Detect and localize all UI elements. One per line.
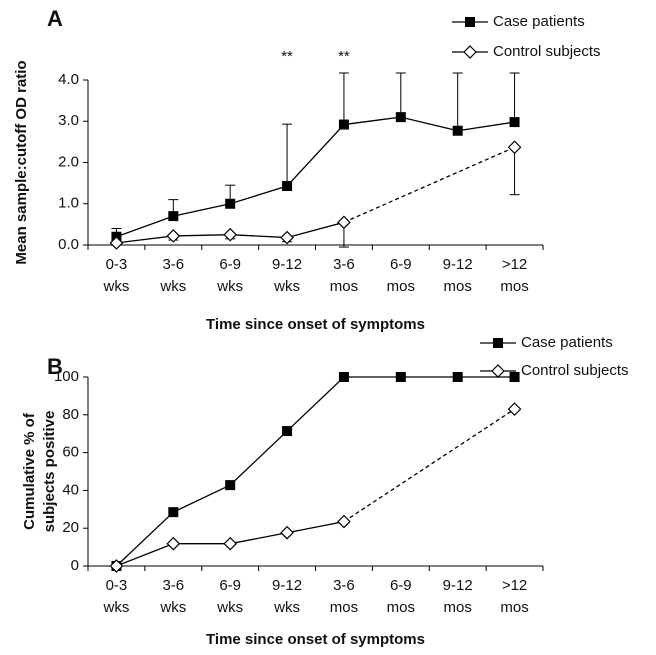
legend-marker — [493, 338, 503, 348]
data-point — [338, 119, 349, 130]
data-point — [337, 514, 351, 529]
x-tick-label: 3-6 wks — [159, 577, 186, 616]
data-point — [280, 525, 294, 540]
annotation: ** — [338, 48, 350, 65]
y-tick-label: 3.0 — [58, 112, 79, 129]
y-tick-label: 60 — [62, 444, 79, 461]
y-tick-label: 100 — [54, 368, 79, 385]
y-axis-label: Mean sample:cutoff OD ratio — [13, 60, 30, 264]
y-tick-label: 0 — [71, 557, 79, 574]
legend-label: Case patients — [493, 13, 585, 30]
legend-marker — [463, 45, 477, 59]
y-tick-label: 40 — [62, 481, 79, 498]
y-tick-label: 20 — [62, 519, 79, 536]
x-tick-label: >12 mos — [500, 256, 528, 295]
x-axis-label: Time since onset of symptoms — [206, 316, 425, 333]
data-point — [509, 117, 520, 128]
legend-marker — [465, 17, 475, 27]
data-point — [225, 480, 236, 491]
x-tick-label: 9-12 wks — [272, 577, 302, 616]
data-point — [507, 402, 522, 416]
data-point — [395, 112, 406, 123]
series-line — [116, 116, 515, 238]
data-point — [282, 181, 293, 192]
y-tick-label: 1.0 — [58, 195, 79, 212]
x-tick-label: 0-3 wks — [103, 256, 130, 295]
x-axis-label: Time since onset of symptoms — [206, 631, 425, 648]
x-tick-label: 6-9 wks — [216, 256, 243, 295]
data-point — [109, 236, 124, 250]
x-tick-label: >12 mos — [500, 577, 528, 616]
panel-label: A — [47, 6, 63, 31]
y-tick-label: 2.0 — [58, 153, 79, 170]
data-point — [225, 198, 236, 209]
x-tick-label: 6-9 wks — [216, 577, 243, 616]
y-tick-label: 80 — [62, 406, 79, 423]
y-tick-label: 0.0 — [58, 236, 79, 253]
x-tick-label: 6-9 mos — [387, 256, 415, 295]
data-point — [109, 559, 124, 573]
series-line — [115, 376, 515, 567]
data-point — [507, 140, 522, 155]
x-tick-label: 6-9 mos — [387, 577, 415, 616]
y-axis-label: Cumulative % of — [21, 412, 38, 530]
data-point — [166, 229, 181, 243]
data-point — [166, 536, 181, 551]
legend-label: Control subjects — [521, 362, 629, 379]
data-point — [338, 372, 349, 382]
data-point — [452, 125, 463, 136]
series-line — [116, 147, 514, 243]
legend-label: Control subjects — [493, 43, 601, 60]
x-tick-label: 0-3 wks — [103, 577, 130, 616]
y-axis-label: subjects positive — [41, 411, 58, 533]
x-tick-label: 3-6 wks — [159, 256, 186, 295]
x-tick-label: 3-6 mos — [330, 577, 358, 616]
y-tick-label: 4.0 — [58, 71, 79, 88]
gap-bridge — [343, 408, 515, 523]
gap-bridge — [343, 146, 515, 223]
x-tick-label: 9-12 wks — [272, 256, 302, 295]
data-point — [452, 372, 463, 382]
data-point — [509, 372, 520, 382]
x-tick-label: 9-12 mos — [443, 256, 473, 295]
legend-label: Case patients — [521, 334, 613, 351]
data-point — [168, 211, 179, 222]
data-point — [337, 215, 351, 230]
data-point — [223, 536, 238, 551]
x-tick-label: 9-12 mos — [443, 577, 473, 616]
legend-marker — [491, 364, 505, 378]
annotation: ** — [281, 48, 293, 65]
data-point — [395, 372, 406, 382]
data-point — [168, 507, 179, 518]
x-tick-label: 3-6 mos — [330, 256, 358, 295]
data-point — [223, 227, 238, 242]
data-point — [280, 230, 294, 245]
panel-label: B — [47, 354, 63, 379]
data-point — [282, 426, 293, 437]
